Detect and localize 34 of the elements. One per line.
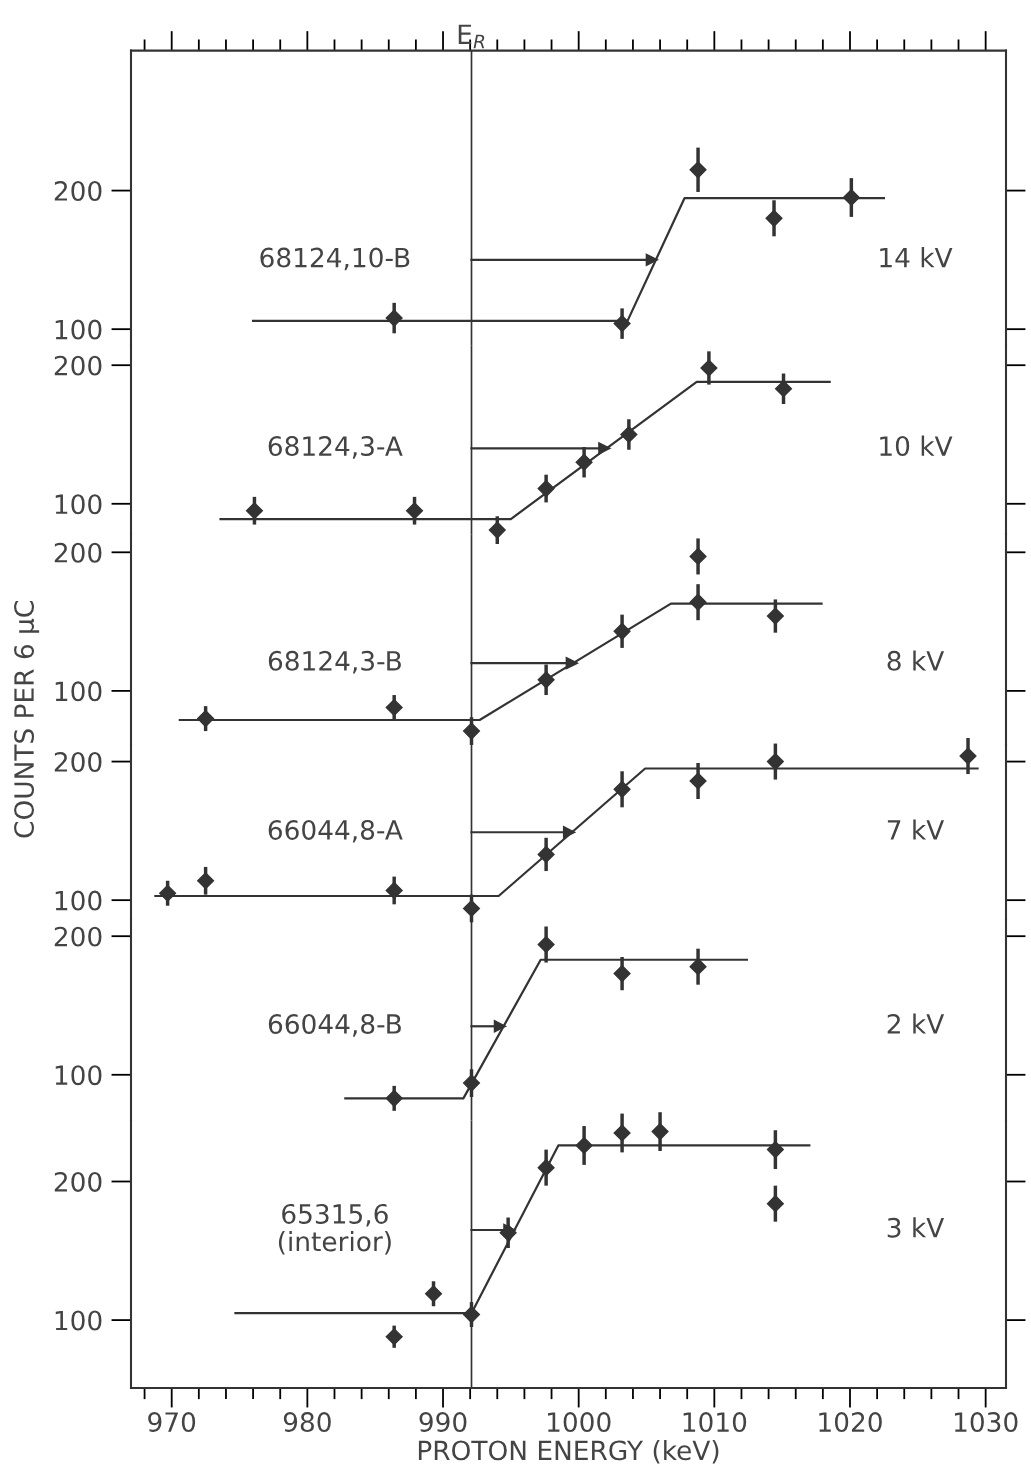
annotation: 10 kV xyxy=(880,435,953,457)
annotation: 68124,10-B xyxy=(260,247,410,271)
annotation: 68124,3-B xyxy=(268,650,401,674)
annotation: 7 kV xyxy=(887,819,945,840)
x-tick-label: 1000 xyxy=(547,1412,611,1433)
y-tick-label: 200 xyxy=(54,1171,102,1192)
y-tick-label: 200 xyxy=(54,752,102,772)
annotation: 66044,8-A xyxy=(268,819,403,843)
annotation: 66044,8-B xyxy=(268,1013,401,1037)
y-tick-label: 200 xyxy=(54,542,102,563)
y-tick-label: 100 xyxy=(55,681,102,702)
x-tick-label: 1020 xyxy=(819,1412,882,1433)
x-tick-label: 970 xyxy=(148,1412,196,1433)
y-tick-label: 100 xyxy=(55,494,102,515)
y-axis-title: COUNTS PER 6 μC xyxy=(14,601,40,838)
annotation: 65315,6 (interior) xyxy=(278,1203,391,1255)
y-tick-label: 100 xyxy=(55,1065,102,1086)
x-axis-title: PROTON ENERGY (keV) xyxy=(418,1439,719,1464)
y-tick-label: 100 xyxy=(55,890,102,911)
ref-line-label: E$_{R}$ xyxy=(458,24,485,49)
annotation: 14 kV xyxy=(880,247,953,268)
x-tick-label: 980 xyxy=(283,1412,331,1433)
annotation: 8 kV xyxy=(887,650,945,671)
annotation: 3 kV xyxy=(887,1217,945,1238)
x-tick-label: 1010 xyxy=(683,1412,747,1433)
x-tick-label: 990 xyxy=(419,1412,467,1433)
y-tick-label: 200 xyxy=(54,355,102,376)
y-tick-label: 200 xyxy=(54,181,102,201)
y-tick-label: 200 xyxy=(54,926,102,947)
x-tick-label: 1030 xyxy=(954,1412,1018,1433)
annotation: 68124,3-A xyxy=(268,436,403,459)
y-tick-label: 100 xyxy=(55,319,102,340)
annotation: 2 kV xyxy=(887,1013,945,1034)
y-tick-label: 100 xyxy=(55,1310,102,1331)
